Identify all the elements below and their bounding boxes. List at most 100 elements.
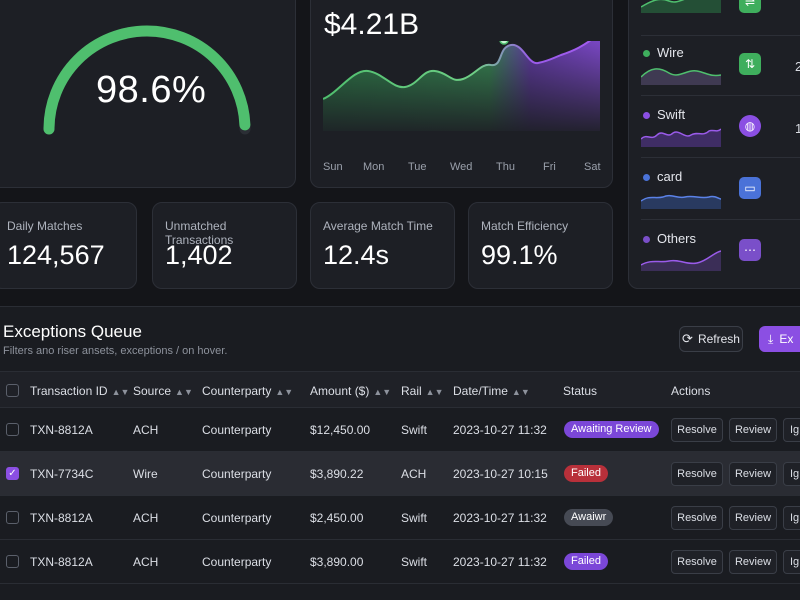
- resolve-button[interactable]: Resolve: [671, 550, 723, 574]
- cell-source: ACH: [133, 511, 159, 525]
- day-label-tue: Tue: [408, 161, 427, 173]
- sort-icon: ▲▼: [175, 387, 193, 397]
- rail-row-others[interactable]: Others ⋯: [641, 231, 800, 289]
- ignore-button[interactable]: Ig: [783, 462, 800, 486]
- exceptions-subtitle: Filters ano riser ansets, exceptions / o…: [3, 345, 228, 357]
- kpi-label: Match Efficiency: [481, 219, 569, 233]
- cell-transaction-id: TXN-8812A: [30, 511, 93, 525]
- export-label: Ex: [779, 332, 794, 346]
- more-icon: ⋯: [739, 239, 761, 261]
- rail-sparkline: [641, 128, 721, 147]
- volume-line: [323, 41, 592, 100]
- volume-value: $4.21B: [324, 8, 420, 41]
- cell-transaction-id: TXN-7734C: [30, 467, 94, 481]
- table-row[interactable]: ✓ TXN-7734C Wire Counterparty $3,890.22 …: [0, 452, 800, 496]
- download-icon: ⤓: [768, 331, 774, 346]
- cell-rail: ACH: [401, 467, 427, 481]
- exceptions-panel: Exceptions Queue Filters ano riser anset…: [0, 306, 800, 600]
- resolve-button[interactable]: Resolve: [671, 418, 723, 442]
- cell-datetime: 2023-10-27 11:32: [453, 423, 547, 437]
- volume-highlight-point[interactable]: [499, 41, 509, 45]
- volume-area-chart: [323, 41, 603, 133]
- ignore-button[interactable]: Ig: [783, 418, 800, 442]
- cell-amount: $2,450.00: [310, 511, 364, 525]
- cell-amount: $12,450.00: [310, 423, 371, 437]
- rail-row-wire[interactable]: Wire ⇅ 2: [641, 45, 800, 103]
- kpi-value: 1,402: [165, 240, 233, 270]
- cell-datetime: 2023-10-27 11:32: [453, 511, 547, 525]
- rail-dot: [643, 174, 650, 181]
- cell-transaction-id: TXN-8812A: [30, 423, 93, 437]
- cell-source: ACH: [133, 555, 159, 569]
- sort-icon: ▲▼: [275, 387, 294, 397]
- refresh-icon: ⟳: [682, 331, 693, 346]
- rail-name: Swift: [657, 107, 686, 122]
- kpi-label: Daily Matches: [7, 219, 83, 233]
- review-button[interactable]: Review: [729, 418, 777, 442]
- rail-sparkline: [641, 250, 721, 271]
- day-label-sun: Sun: [323, 161, 343, 173]
- rail-name: card: [657, 169, 683, 184]
- review-button[interactable]: Review: [729, 462, 777, 486]
- table-row[interactable]: TXN-8812A ACH Counterparty $12,450.00 Sw…: [0, 408, 800, 452]
- kpi-unmatched-transactions: Unmatched Transactions 1,402: [152, 202, 297, 289]
- ignore-button[interactable]: Ig: [783, 506, 800, 530]
- rail-dot: [643, 112, 650, 119]
- rail-row-swift[interactable]: Swift ◍ 1: [641, 107, 800, 165]
- col-datetime[interactable]: Date/Time ▲▼: [453, 384, 530, 398]
- col-counterparty[interactable]: Counterparty ▲▼: [202, 384, 294, 398]
- resolve-button[interactable]: Resolve: [671, 462, 723, 486]
- resolve-button[interactable]: Resolve: [671, 506, 723, 530]
- row-checkbox[interactable]: ✓: [6, 467, 19, 480]
- cell-rail: Swift: [401, 423, 428, 437]
- col-rail[interactable]: Rail ▲▼: [401, 384, 444, 398]
- day-label-wed: Wed: [450, 161, 473, 173]
- cell-counterparty: Counterparty: [202, 467, 272, 481]
- row-checkbox[interactable]: [6, 423, 19, 436]
- table-row[interactable]: TXN-8812A ACH Counterparty $2,450.00 Swi…: [0, 496, 800, 540]
- rail-row-card[interactable]: card ▭: [641, 169, 800, 227]
- rail-dot: [643, 50, 650, 57]
- col-actions: Actions: [671, 384, 711, 398]
- card-icon: ▭: [739, 177, 761, 199]
- col-transaction-id[interactable]: Transaction ID ▲▼: [30, 384, 130, 398]
- col-amount[interactable]: Amount ($) ▲▼: [310, 384, 392, 398]
- rail-dot: [643, 236, 650, 243]
- cell-datetime: 2023-10-27 11:32: [453, 555, 547, 569]
- sliders-icon: ⇌: [739, 0, 761, 13]
- cell-counterparty: Counterparty: [202, 423, 272, 437]
- export-button[interactable]: ⤓ Ex: [759, 326, 800, 352]
- rails-breakdown-card: ⇌ Wire ⇅ 2 Swift ◍ 1 card ▭ Others: [628, 0, 800, 289]
- refresh-button[interactable]: ⟳ Refresh: [679, 326, 743, 352]
- kpi-label: Unmatched Transactions: [165, 219, 234, 247]
- cell-rail: Swift: [401, 511, 428, 525]
- cell-datetime: 2023-10-27 10:15: [453, 467, 548, 481]
- review-button[interactable]: Review: [729, 550, 777, 574]
- table-row[interactable]: TXN-8812A ACH Counterparty $3,890.00 Swi…: [0, 540, 800, 584]
- day-label-mon: Mon: [363, 161, 385, 173]
- ignore-button[interactable]: Ig: [783, 550, 800, 574]
- day-label-sat: Sat: [584, 161, 601, 173]
- day-label-thu: Thu: [496, 161, 515, 173]
- row-checkbox[interactable]: [6, 511, 19, 524]
- rail-count: 2: [795, 59, 800, 74]
- kpi-average-match-time: Average Match Time 12.4s: [310, 202, 455, 289]
- rail-sparkline: [641, 68, 721, 85]
- match-rate-value: 98.6%: [96, 69, 207, 111]
- select-all-checkbox[interactable]: [6, 384, 19, 397]
- sort-icon: ▲▼: [373, 387, 392, 397]
- cell-source: Wire: [133, 467, 158, 481]
- day-label-fri: Fri: [543, 161, 556, 173]
- status-badge: Awaiwr: [564, 509, 614, 526]
- volume-card: $4.21B Sun Mon Tue Wed: [310, 0, 613, 188]
- cell-amount: $3,890.00: [310, 555, 364, 569]
- rail-row-ach[interactable]: ⇌: [641, 0, 800, 47]
- rail-sparkline: [641, 0, 721, 13]
- col-source[interactable]: Source ▲▼: [133, 384, 193, 398]
- cell-transaction-id: TXN-8812A: [30, 555, 93, 569]
- status-badge: Awaiting Review: [564, 421, 659, 438]
- row-checkbox[interactable]: [6, 555, 19, 568]
- kpi-daily-matches: Daily Matches 124,567: [0, 202, 137, 289]
- kpi-value: 124,567: [7, 240, 105, 270]
- review-button[interactable]: Review: [729, 506, 777, 530]
